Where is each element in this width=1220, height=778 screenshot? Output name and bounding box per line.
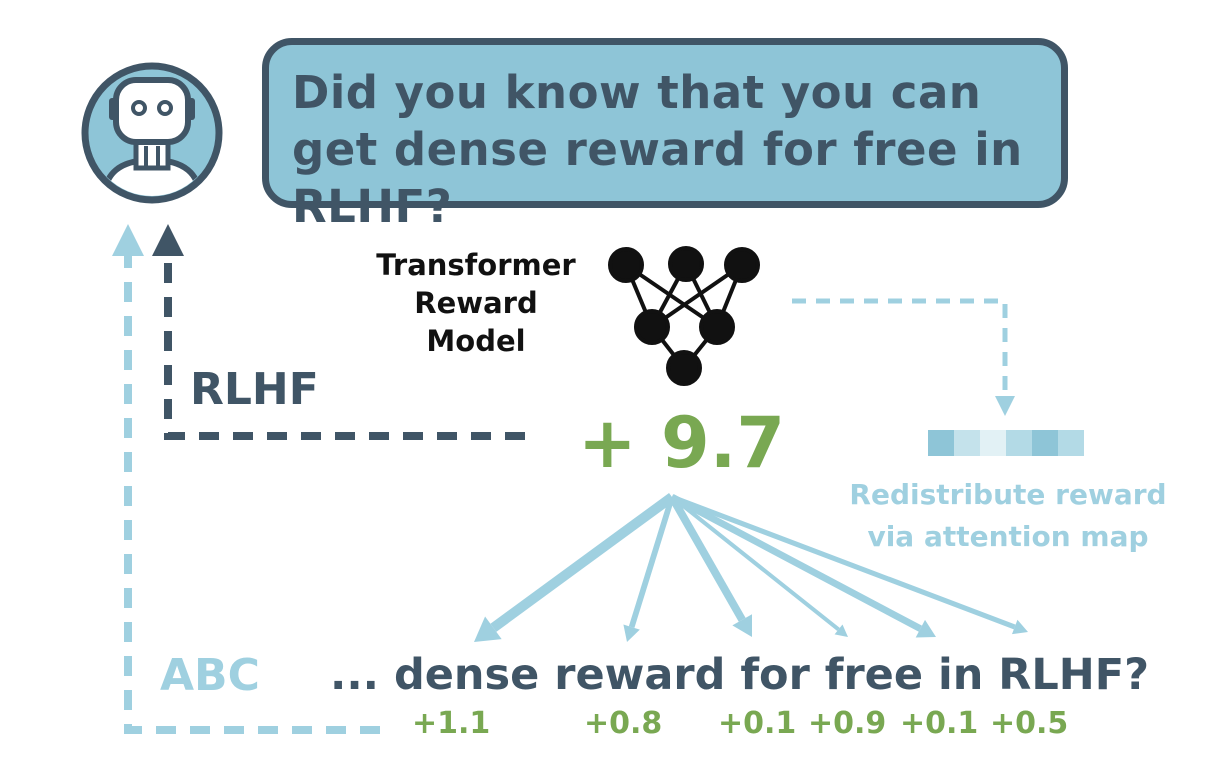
attention-cell xyxy=(1058,430,1084,456)
redistribution-arrow xyxy=(668,495,746,622)
attention-cell xyxy=(954,430,980,456)
abc-label: ABC xyxy=(160,650,260,701)
redistribution-arrowhead xyxy=(474,616,502,642)
response-sentence: ... dense reward for free in RLHF? xyxy=(330,650,1150,700)
reward-score: + 9.7 xyxy=(578,402,786,484)
redistribution-arrowhead xyxy=(915,619,936,638)
token-reward: +0.9 xyxy=(808,706,887,741)
rlhf-label: RLHF xyxy=(190,364,319,415)
redistribution-arrow xyxy=(671,494,1016,630)
speech-bubble xyxy=(262,38,1068,208)
attention-arrow xyxy=(792,298,1015,416)
redistribution-arrow xyxy=(628,496,675,628)
attention-cell xyxy=(1006,430,1032,456)
token-reward: +0.1 xyxy=(900,706,979,741)
token-reward: +0.8 xyxy=(584,706,663,741)
token-reward: +1.1 xyxy=(412,706,491,741)
attention-cell xyxy=(928,430,954,456)
redistribute-label: Redistribute reward via attention map xyxy=(849,478,1167,553)
neural-network-icon xyxy=(608,246,760,386)
robot-avatar-icon xyxy=(81,62,223,204)
redistribution-arrows xyxy=(474,492,1028,642)
redistribution-arrow xyxy=(670,495,840,632)
token-reward: +0.5 xyxy=(990,706,1069,741)
attention-map xyxy=(928,430,1084,456)
redistribution-arrowhead xyxy=(1011,619,1028,635)
reward-model-label: Transformer Reward Model xyxy=(376,248,576,358)
speech-bubble-text: Did you know that you can get dense rewa… xyxy=(292,66,1023,233)
text-feedback-arrow xyxy=(112,224,380,734)
redistribution-arrowhead xyxy=(834,624,848,637)
attention-cell xyxy=(1032,430,1058,456)
redistribution-arrow xyxy=(490,492,675,632)
redistribution-arrowhead xyxy=(623,624,640,642)
redistribution-arrowhead xyxy=(732,614,752,637)
attention-cell xyxy=(980,430,1006,456)
token-reward: +0.1 xyxy=(718,706,797,741)
rlhf-feedback-arrow xyxy=(152,224,525,440)
redistribution-arrow xyxy=(670,493,922,632)
